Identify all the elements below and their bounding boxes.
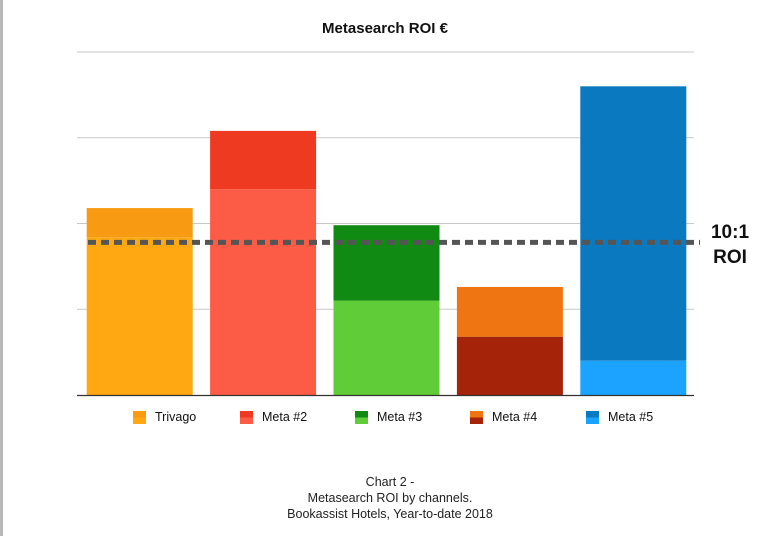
legend-swatch-meta-2 [240,410,253,424]
bar-meta-5-upper [580,86,687,361]
legend-label-trivago: Trivago [155,410,197,424]
legend-item-meta-5: Meta #5 [586,410,653,424]
bar-meta-2-lower [210,189,317,395]
left-border [0,0,3,536]
caption-line-3: Bookassist Hotels, Year-to-date 2018 [287,507,493,521]
legend-swatch-meta-5 [586,410,599,424]
chart-caption: Chart 2 - Metasearch ROI by channels. Bo… [0,474,780,522]
legend-label-meta-4: Meta #4 [492,410,538,424]
legend-swatch-trivago [133,410,146,424]
legend-swatch-meta-3 [355,410,368,424]
bar-meta-3-lower [333,300,440,395]
legend-item-meta-3: Meta #3 [355,410,422,424]
bar-meta-5-lower [580,360,687,395]
caption-line-2: Metasearch ROI by channels. [307,491,473,505]
legend-label-meta-5: Meta #5 [608,410,654,424]
bar-meta-2-upper [210,130,317,190]
bar-trivago-lower [86,237,193,395]
bar-trivago-upper [86,208,193,238]
bar-meta-4-lower [456,336,563,395]
legend-label-meta-2: Meta #2 [262,410,308,424]
bar-meta-3-upper [333,225,440,301]
legend-label-meta-3: Meta #3 [377,410,423,424]
legend-swatch-meta-4 [470,410,483,424]
bar-meta-4-upper [456,286,563,337]
chart-legend: Trivago Meta #2 Meta #3 Meta #4 Meta #5 [0,410,780,432]
reference-line-label-roi: ROI [713,247,747,268]
legend-item-meta-2: Meta #2 [240,410,307,424]
legend-item-trivago: Trivago [133,410,196,424]
chart-title: Metasearch ROI € [322,20,448,37]
reference-line-label-ratio: 10:1 [710,222,750,243]
legend-item-meta-4: Meta #4 [470,410,537,424]
caption-line-1: Chart 2 - [365,475,415,489]
